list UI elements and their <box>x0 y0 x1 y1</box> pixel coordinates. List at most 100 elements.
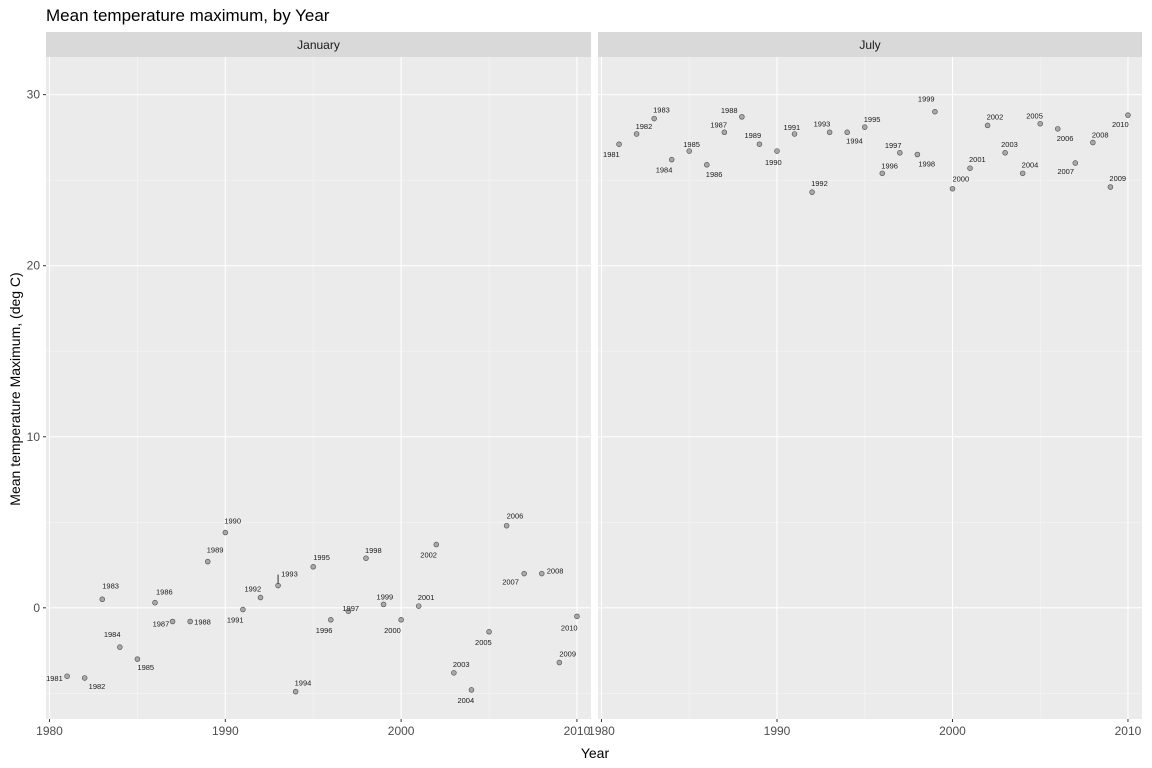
data-point-1998 <box>914 151 921 158</box>
y-tick-label: 10 <box>27 430 41 444</box>
data-point-1997 <box>345 608 352 614</box>
point-label-1990: 1990 <box>224 517 241 526</box>
point-label-1997: 1997 <box>342 604 359 613</box>
data-point-2002 <box>984 122 991 129</box>
data-point-1989 <box>756 141 763 147</box>
data-point-1998 <box>363 555 369 561</box>
data-point-1989 <box>204 558 211 565</box>
point-label-1996: 1996 <box>316 626 333 635</box>
y-tick-label: 20 <box>27 259 41 273</box>
data-point-2002 <box>433 541 440 548</box>
facet-strip-label: July <box>859 38 880 52</box>
point-label-2007: 2007 <box>502 578 519 587</box>
data-point-1999 <box>380 601 387 608</box>
data-point-1999 <box>932 108 938 115</box>
data-point-1987 <box>169 618 176 625</box>
point-label-1988: 1988 <box>194 617 211 626</box>
point-label-1981: 1981 <box>603 150 620 159</box>
data-point-1981 <box>64 673 70 679</box>
data-point-1992 <box>257 594 264 601</box>
point-label-1998: 1998 <box>365 546 382 555</box>
point-label-2002: 2002 <box>987 112 1004 121</box>
data-point-1994 <box>844 129 850 136</box>
data-point-2005 <box>1037 120 1043 127</box>
x-tick-label: 1980 <box>36 724 63 738</box>
y-axis-title: Mean temperature Maximum, (deg C) <box>7 272 23 505</box>
y-axis: 0 10 20 30 <box>27 88 46 615</box>
point-label-2008: 2008 <box>547 567 564 576</box>
data-point-1988 <box>187 618 193 625</box>
point-label-2003: 2003 <box>453 660 470 669</box>
data-point-2009 <box>1107 184 1114 190</box>
point-label-1999: 1999 <box>377 592 394 601</box>
data-point-1988 <box>739 114 745 120</box>
point-label-2000: 2000 <box>952 175 969 184</box>
data-point-1982 <box>81 675 88 681</box>
point-label-1984: 1984 <box>104 630 121 639</box>
data-point-1996 <box>328 617 334 623</box>
data-point-1993 <box>275 582 281 589</box>
panel-background <box>598 57 1142 719</box>
point-label-2000: 2000 <box>384 626 401 635</box>
point-label-2006: 2006 <box>507 512 524 521</box>
point-label-1996: 1996 <box>881 161 898 170</box>
data-point-1983 <box>651 115 657 122</box>
point-label-2004: 2004 <box>457 696 474 705</box>
y-tick-label: 30 <box>27 88 41 102</box>
x-tick-label: 1990 <box>212 724 239 738</box>
data-point-1993 <box>826 129 833 136</box>
panel-background <box>46 57 591 719</box>
x-tick-label: 2010 <box>1115 724 1142 738</box>
point-label-1984: 1984 <box>656 166 673 175</box>
point-label-1999: 1999 <box>918 95 935 104</box>
point-label-2003: 2003 <box>1001 140 1018 149</box>
data-point-2009 <box>556 659 563 666</box>
data-point-1991 <box>791 131 798 137</box>
point-label-1981: 1981 <box>46 674 63 683</box>
point-label-1982: 1982 <box>636 122 653 131</box>
point-label-2005: 2005 <box>475 638 492 647</box>
point-label-1989: 1989 <box>744 131 761 140</box>
data-point-1984 <box>117 644 123 650</box>
point-label-1997: 1997 <box>885 141 902 150</box>
x-tick-label: 1990 <box>764 724 791 738</box>
point-label-2001: 2001 <box>418 593 435 602</box>
x-tick-label: 2010 <box>564 724 591 738</box>
point-label-2010: 2010 <box>561 623 578 632</box>
point-label-1989: 1989 <box>207 546 224 555</box>
point-label-2007: 2007 <box>1057 167 1074 176</box>
data-point-2004 <box>468 687 475 693</box>
data-point-2006 <box>503 522 510 529</box>
point-label-2001: 2001 <box>969 155 986 164</box>
point-label-1983: 1983 <box>653 106 670 115</box>
point-label-1992: 1992 <box>811 179 828 188</box>
point-label-1983: 1983 <box>102 581 119 590</box>
data-point-1985 <box>686 148 693 154</box>
data-point-2008 <box>539 570 545 577</box>
x-axis-title: Year <box>581 745 610 761</box>
point-label-1986: 1986 <box>706 170 723 179</box>
data-point-1995 <box>310 564 316 570</box>
point-label-1991: 1991 <box>784 123 801 132</box>
point-label-1995: 1995 <box>313 553 330 562</box>
chart-title: Mean temperature maximum, by Year <box>46 6 330 25</box>
point-label-1986: 1986 <box>156 588 173 597</box>
data-point-2003 <box>1002 150 1008 156</box>
data-point-2000 <box>949 185 956 192</box>
point-label-1987: 1987 <box>153 619 170 628</box>
data-point-1981 <box>616 141 622 147</box>
point-label-1994: 1994 <box>846 136 863 145</box>
data-point-1986 <box>152 599 158 606</box>
point-label-1985: 1985 <box>137 663 154 672</box>
point-label-1982: 1982 <box>89 682 106 691</box>
point-label-1995: 1995 <box>864 115 881 124</box>
data-point-1996 <box>879 170 886 177</box>
point-label-2002: 2002 <box>420 551 437 560</box>
facet-strip <box>46 32 591 57</box>
point-label-1985: 1985 <box>683 140 700 149</box>
data-point-2001 <box>415 603 422 609</box>
facet-strip-label: January <box>297 38 340 52</box>
data-point-2008 <box>1090 139 1096 146</box>
